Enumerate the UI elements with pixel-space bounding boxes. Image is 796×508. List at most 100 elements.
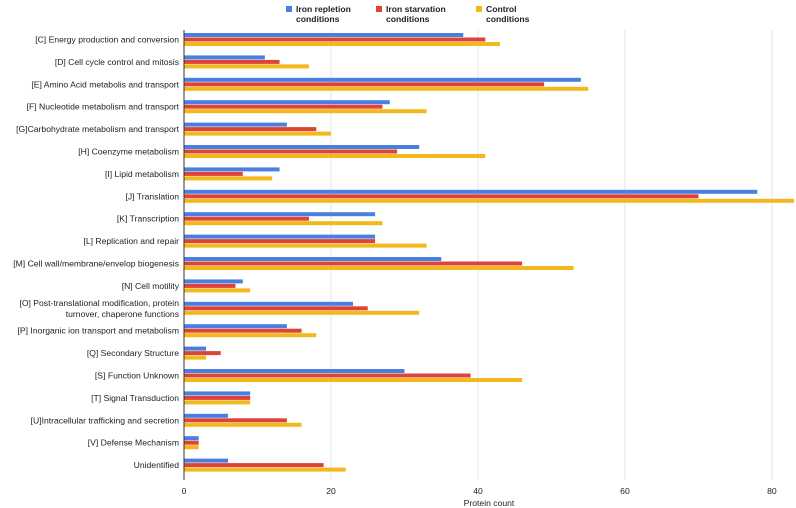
- bar: [184, 145, 420, 149]
- bar: [184, 266, 574, 270]
- legend-swatch: [476, 6, 482, 12]
- bar: [184, 440, 199, 445]
- bar: [184, 373, 471, 378]
- bar: [184, 306, 368, 311]
- bar: [184, 131, 331, 136]
- bar: [184, 378, 523, 382]
- bar: [184, 194, 699, 199]
- bar: [184, 351, 221, 356]
- legend-swatch: [286, 6, 292, 12]
- category-label: [C] Energy production and conversion: [35, 35, 179, 45]
- bar: [184, 216, 309, 221]
- bar: [184, 55, 265, 60]
- bar: [184, 171, 243, 176]
- bar: [184, 328, 302, 333]
- x-tick-label: 80: [767, 486, 777, 496]
- bar: [184, 198, 794, 203]
- category-label: [E] Amino Acid metabolis and transport: [31, 79, 179, 89]
- bar: [184, 355, 207, 360]
- bar: [184, 445, 199, 450]
- bar: [184, 333, 317, 338]
- category-label: [P] Inorganic ion transport and metaboli…: [18, 326, 179, 336]
- category-label: [G]Carbohydrate metabolism and transport: [16, 124, 179, 134]
- bar: [184, 127, 317, 132]
- bar: [184, 64, 309, 69]
- bar: [184, 422, 302, 427]
- bar: [184, 33, 464, 37]
- bar: [184, 310, 420, 315]
- bar: [184, 467, 346, 472]
- category-label: Unidentified: [134, 460, 180, 470]
- x-tick-label: 60: [620, 486, 630, 496]
- bar: [184, 458, 229, 463]
- category-label: [J] Translation: [126, 191, 180, 201]
- legend-label: Iron repletion: [296, 4, 351, 14]
- category-label: [F] Nucleotide metabolism and transport: [27, 102, 180, 112]
- x-tick-label: 40: [473, 486, 483, 496]
- bar: [184, 346, 207, 351]
- x-tick-label: 20: [326, 486, 336, 496]
- category-label: [N] Cell motility: [122, 281, 180, 291]
- bar: [184, 109, 427, 114]
- bar: [184, 234, 376, 239]
- bar: [184, 436, 199, 441]
- bar: [184, 176, 273, 181]
- category-label: [Q] Secondary Structure: [87, 348, 179, 358]
- legend-label: Iron starvation: [386, 4, 446, 14]
- bar: [184, 391, 251, 396]
- category-label: [O] Post-translational modification, pro…: [19, 298, 179, 308]
- x-tick-labels: 0 20 40 60 80: [182, 486, 777, 496]
- category-label: turnover, chaperone functions: [66, 309, 179, 319]
- category-label: [K] Transcription: [117, 214, 179, 224]
- legend-label: Control: [486, 4, 517, 14]
- bar: [184, 279, 243, 284]
- bar: [184, 212, 376, 217]
- bars: [184, 33, 794, 472]
- bar: [184, 324, 287, 329]
- category-label: [L] Replication and repair: [83, 236, 179, 246]
- category-label: [S] Function Unknown: [95, 371, 179, 381]
- bar: [184, 100, 390, 105]
- category-label: [V] Defense Mechanism: [88, 438, 179, 448]
- legend-label: conditions: [296, 14, 340, 24]
- bar: [184, 122, 287, 127]
- bar: [184, 243, 427, 248]
- category-label: [U]Intracellular trafficking and secreti…: [31, 415, 180, 425]
- bar: [184, 154, 486, 158]
- bar: [184, 167, 280, 172]
- legend-label: conditions: [486, 14, 530, 24]
- category-label: [I] Lipid metabolism: [105, 169, 179, 179]
- bar: [184, 149, 398, 154]
- bar: [184, 463, 324, 468]
- bar: [184, 413, 229, 418]
- bar: [184, 395, 251, 400]
- legend-swatch: [376, 6, 382, 12]
- bar: [184, 59, 280, 64]
- bar: [184, 400, 251, 405]
- bar: [184, 37, 486, 42]
- legend-label: conditions: [386, 14, 430, 24]
- gridlines: [330, 30, 773, 480]
- bar: [184, 239, 376, 244]
- bar: [184, 418, 287, 423]
- bar: [184, 104, 383, 109]
- bar: [184, 77, 581, 82]
- x-tick-label: 0: [182, 486, 187, 496]
- bar: [184, 369, 405, 373]
- bar: [184, 301, 354, 306]
- category-labels: [C] Energy production and conversion [D] …: [13, 35, 179, 471]
- bar: [184, 283, 236, 288]
- bar: [184, 261, 523, 266]
- bar: [184, 42, 501, 46]
- bar: [184, 86, 589, 91]
- category-label: [D] Cell cycle control and mitosis: [55, 57, 179, 67]
- bar: [184, 82, 545, 87]
- bar: [184, 288, 251, 293]
- bar: [184, 189, 758, 194]
- category-label: [H] Coenzyme metabolism: [78, 147, 179, 157]
- bar: [184, 257, 442, 261]
- x-axis-title: Protein count: [464, 498, 515, 508]
- bar: [184, 221, 383, 226]
